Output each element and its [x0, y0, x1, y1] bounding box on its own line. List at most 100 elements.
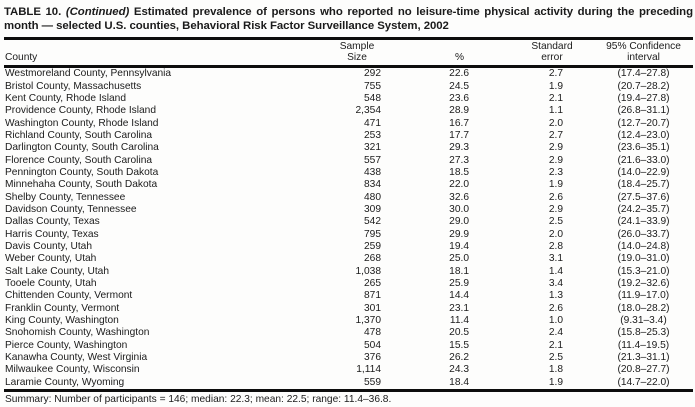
- cell-confidence-interval: (27.5–37.6): [617, 191, 670, 203]
- cell-standard-error: 1.8: [548, 364, 563, 376]
- table-row: Shelby County, Tennessee 480 32.6 2.6 (27.5–…: [4, 192, 693, 204]
- table-row: Providence County, Rhode Island 2,354 28.9…: [4, 105, 693, 117]
- cell-county: Bristol County, Massachusetts: [5, 80, 142, 92]
- cell-standard-error: 1.0: [548, 315, 563, 327]
- cell-confidence-interval: (15.3–21.0): [617, 265, 670, 277]
- cell-sample-size: 755: [364, 80, 381, 92]
- cell-sample-size: 480: [364, 191, 381, 203]
- cell-sample-size: 557: [364, 154, 381, 166]
- cell-percent: 22.6: [449, 68, 469, 80]
- column-header-ci-line1: 95% Confidence: [606, 41, 681, 52]
- cell-sample-size: 471: [364, 117, 381, 129]
- cell-percent: 29.0: [449, 216, 469, 228]
- table-row: Weber County, Utah 268 25.0 3.1 (19.0–31.0): [4, 253, 693, 265]
- cell-standard-error: 2.1: [548, 92, 563, 104]
- cell-sample-size: 478: [364, 327, 381, 339]
- cell-standard-error: 2.6: [548, 191, 563, 203]
- cell-percent: 27.3: [449, 154, 469, 166]
- cell-confidence-interval: (19.0–31.0): [617, 253, 670, 265]
- table-row: Davidson County, Tennessee 309 30.0 2.9 (24.…: [4, 204, 693, 216]
- cell-sample-size: 1,114: [356, 364, 381, 376]
- cell-percent: 11.4: [449, 315, 469, 327]
- cell-county: Kanawha County, West Virginia: [5, 352, 148, 364]
- cell-county: Weber County, Utah: [5, 253, 97, 265]
- cell-percent: 15.5: [449, 339, 469, 351]
- table-row: Milwaukee County, Wisconsin 1,114 24.3 1.8 (…: [4, 364, 693, 376]
- cell-percent: 29.3: [449, 142, 469, 154]
- cell-confidence-interval: (14.7–22.0): [617, 376, 670, 388]
- table-row: Franklin County, Vermont 301 23.1 2.6 (18.0–…: [4, 303, 693, 315]
- cell-standard-error: 2.7: [548, 68, 563, 80]
- cell-standard-error: 1.1: [548, 105, 563, 117]
- cell-confidence-interval: (17.4–27.8): [617, 68, 670, 80]
- cell-percent: 24.3: [449, 364, 469, 376]
- cell-confidence-interval: (14.0–22.9): [617, 166, 670, 178]
- cell-county: Salt Lake County, Utah: [5, 265, 110, 277]
- cell-confidence-interval: (12.7–20.7): [617, 117, 670, 129]
- cell-standard-error: 1.9: [548, 179, 563, 191]
- cell-county: Milwaukee County, Wisconsin: [5, 364, 140, 376]
- cell-county: Pennington County, South Dakota: [5, 166, 159, 178]
- table-number-label: TABLE 10.: [4, 6, 62, 18]
- cell-sample-size: 834: [364, 179, 381, 191]
- cell-county: Chittenden County, Vermont: [5, 290, 133, 302]
- cell-standard-error: 2.0: [548, 228, 563, 240]
- cell-confidence-interval: (19.4–27.8): [617, 92, 670, 104]
- table-row: Minnehaha County, South Dakota 834 22.0 1.9…: [4, 179, 693, 191]
- column-header-standard-error: Standard error: [510, 38, 594, 69]
- cell-standard-error: 2.4: [548, 327, 563, 339]
- cell-standard-error: 2.8: [548, 241, 563, 252]
- cell-percent: 18.1: [449, 265, 469, 277]
- header-row: County Sample Size % Standard error 95% …: [4, 38, 693, 69]
- cell-standard-error: 1.9: [548, 376, 563, 388]
- cell-sample-size: 259: [364, 241, 381, 252]
- cell-county: Davis County, Utah: [5, 241, 93, 252]
- cell-percent: 23.6: [449, 92, 469, 104]
- table-row: Richland County, South Carolina 253 17.7 2.…: [4, 130, 693, 142]
- table-row: Dallas County, Texas 542 29.0 2.5 (24.1–33.9…: [4, 216, 693, 228]
- cell-county: Dallas County, Texas: [5, 216, 100, 228]
- cell-standard-error: 2.9: [548, 154, 563, 166]
- cell-county: Minnehaha County, South Dakota: [5, 179, 158, 191]
- cell-confidence-interval: (12.4–23.0): [617, 129, 670, 141]
- cell-sample-size: 1,370: [355, 315, 382, 327]
- cell-county: Franklin County, Vermont: [5, 302, 120, 314]
- cell-confidence-interval: (18.0–28.2): [617, 302, 670, 314]
- table-row: Salt Lake County, Utah 1,038 18.1 1.4 (15.3–…: [4, 266, 693, 278]
- cell-sample-size: 309: [364, 203, 381, 215]
- cell-percent: 17.7: [449, 129, 469, 141]
- column-header-sample-line1: Sample: [339, 41, 375, 52]
- cell-confidence-interval: (20.7–28.2): [617, 80, 670, 92]
- table-title: TABLE 10. (Continued) Estimated prevalen…: [4, 6, 693, 33]
- cell-sample-size: 376: [364, 352, 381, 364]
- cell-sample-size: 268: [364, 253, 381, 265]
- cell-county: King County, Washington: [5, 315, 119, 327]
- table-row: Kent County, Rhode Island 548 23.6 2.1 (19.4…: [4, 93, 693, 105]
- table-row: Darlington County, South Carolina 321 29.3…: [4, 142, 693, 154]
- cell-county: Kent County, Rhode Island: [5, 92, 127, 104]
- cell-standard-error: 2.5: [548, 216, 563, 228]
- cell-confidence-interval: (18.4–25.7): [617, 179, 670, 191]
- table-row: Pennington County, South Dakota 438 18.5 2.…: [4, 167, 693, 179]
- summary-line: Summary: Number of participants = 146; m…: [4, 392, 693, 407]
- cell-sample-size: 265: [364, 278, 381, 290]
- cell-standard-error: 2.0: [548, 117, 563, 129]
- cell-sample-size: 559: [364, 376, 381, 388]
- cell-confidence-interval: (21.3–31.1): [617, 352, 670, 364]
- cell-standard-error: 2.9: [548, 142, 563, 154]
- cell-confidence-interval: (23.6–35.1): [617, 142, 670, 154]
- cell-sample-size: 548: [364, 92, 381, 104]
- table-row: Washington County, Rhode Island 471 16.7 2.…: [4, 118, 693, 130]
- table-row: Chittenden County, Vermont 871 14.4 1.3 (11.…: [4, 290, 693, 302]
- cell-sample-size: 795: [364, 228, 381, 240]
- cell-county: Providence County, Rhode Island: [5, 105, 157, 117]
- cell-sample-size: 438: [364, 166, 381, 178]
- cell-sample-size: 292: [364, 68, 381, 80]
- cell-sample-size: 321: [364, 142, 381, 154]
- table-row: Laramie County, Wyoming 559 18.4 1.9 (14.7–2…: [4, 377, 693, 391]
- cell-standard-error: 3.1: [548, 253, 563, 265]
- cell-county: Snohomish County, Washington: [5, 327, 150, 339]
- column-header-percent: %: [409, 38, 510, 69]
- table-header: County Sample Size % Standard error 95% …: [4, 38, 693, 69]
- cell-county: Tooele County, Utah: [5, 278, 97, 290]
